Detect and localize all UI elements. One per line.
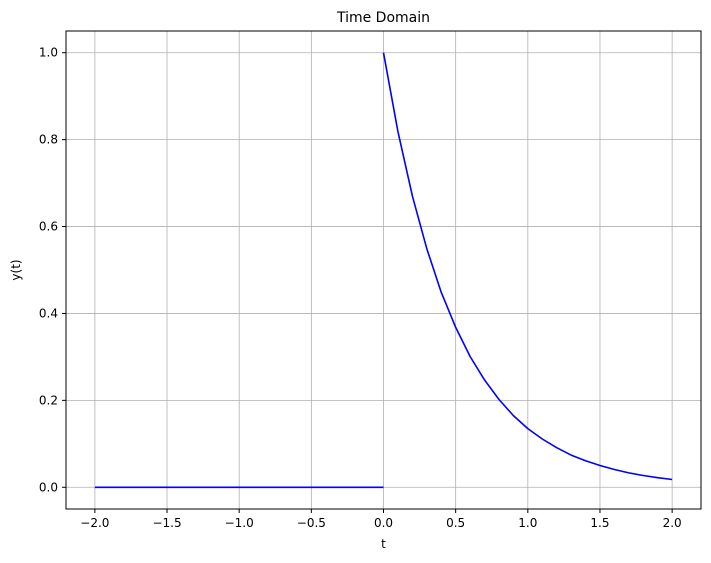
x-tick-label: −0.5 xyxy=(297,516,326,530)
y-tick-label: 0.8 xyxy=(39,133,58,147)
x-tick-label: 2.0 xyxy=(663,516,682,530)
series-line xyxy=(382,52,673,481)
y-tick-label: 0.2 xyxy=(39,393,58,407)
x-tick-label: 0.0 xyxy=(374,516,393,530)
grid xyxy=(66,31,701,509)
x-tick-label: −2.0 xyxy=(80,516,109,530)
series xyxy=(94,52,673,489)
y-tick-label: 0.0 xyxy=(39,480,58,494)
x-tick-label: 1.0 xyxy=(518,516,537,530)
x-tick-label: −1.0 xyxy=(225,516,254,530)
x-axis-label: t xyxy=(381,537,386,551)
x-tick-label: −1.5 xyxy=(152,516,181,530)
y-tick-label: 0.4 xyxy=(39,306,58,320)
x-tick-label: 1.5 xyxy=(590,516,609,530)
y-tick-label: 1.0 xyxy=(39,46,58,60)
y-axis-label: y(t) xyxy=(9,259,23,280)
x-axis-ticks: −2.0 −1.5 −1.0 −0.5 0.0 0.5 1.0 1.5 2.0 xyxy=(80,509,682,530)
y-tick-label: 0.6 xyxy=(39,220,58,234)
x-tick-label: 0.5 xyxy=(446,516,465,530)
y-axis-ticks: 0.0 0.2 0.4 0.6 0.8 1.0 xyxy=(39,46,66,494)
chart-title: Time Domain xyxy=(336,10,430,26)
